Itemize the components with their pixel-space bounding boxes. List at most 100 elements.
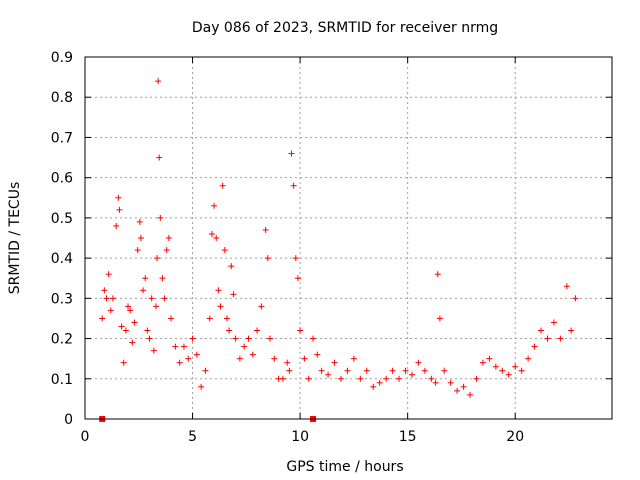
data-point: [428, 375, 435, 382]
data-point: [228, 263, 235, 270]
data-point: [137, 235, 144, 241]
data-point: [249, 351, 256, 358]
data-point: [146, 335, 153, 342]
data-point: [310, 335, 317, 342]
data-point: [116, 206, 123, 213]
data-point: [129, 339, 136, 346]
data-point: [479, 359, 486, 366]
data-point: [219, 182, 226, 189]
y-tick-label: 0.9: [51, 50, 73, 66]
data-point: [447, 379, 454, 386]
data-point: [572, 295, 579, 302]
data-point: [125, 303, 132, 310]
data-point: [305, 375, 312, 382]
data-point: [258, 303, 265, 310]
data-point: [198, 383, 205, 390]
data-point: [101, 287, 108, 294]
data-point: [370, 383, 377, 390]
data-point: [213, 235, 220, 241]
data-point: [286, 367, 293, 374]
data-point: [290, 182, 297, 189]
data-point: [107, 307, 114, 314]
data-point: [180, 343, 187, 350]
data-point: [525, 355, 532, 362]
data-point: [350, 355, 357, 362]
y-axis-label: SRMTID / TECUs: [7, 182, 23, 295]
data-point: [376, 379, 383, 386]
data-point: [152, 303, 159, 310]
data-point: [154, 255, 161, 262]
data-point: [245, 335, 252, 342]
data-point: [436, 315, 443, 322]
data-point: [505, 371, 512, 378]
data-point: [383, 375, 390, 382]
data-point: [140, 287, 147, 294]
data-point: [99, 315, 106, 322]
data-point: [236, 355, 243, 362]
data-point: [297, 327, 304, 334]
data-point: [161, 295, 168, 302]
data-point: [193, 351, 200, 358]
data-point: [264, 255, 271, 262]
data-point: [127, 307, 134, 314]
data-point: [148, 295, 155, 302]
data-point: [408, 371, 415, 378]
data-point: [150, 347, 157, 354]
data-point: [144, 327, 151, 334]
data-point: [118, 323, 125, 330]
data-point: [157, 214, 164, 221]
data-point: [550, 319, 557, 326]
data-point: [206, 315, 213, 322]
data-point: [168, 315, 175, 322]
data-point: [131, 319, 138, 326]
data-point: [563, 283, 570, 290]
data-point: [486, 355, 493, 362]
data-point: [185, 355, 192, 362]
grid-lines: [85, 57, 612, 419]
data-point: [189, 335, 196, 342]
data-point: [531, 343, 538, 350]
x-tick-label: 0: [81, 429, 90, 445]
data-point: [271, 355, 278, 362]
data-point: [279, 375, 286, 382]
y-tick-label: 0.4: [51, 251, 73, 267]
data-point: [202, 367, 209, 374]
data-point: [136, 218, 143, 225]
data-point: [156, 154, 163, 161]
y-tick-label: 0: [64, 412, 73, 428]
data-point: [301, 355, 308, 362]
data-point: [155, 78, 162, 85]
data-point: [432, 379, 439, 386]
x-tick-label: 20: [506, 429, 524, 445]
y-tick-label: 0.5: [51, 211, 73, 227]
data-point: [292, 255, 299, 262]
data-point: [492, 363, 499, 370]
data-point: [389, 367, 396, 374]
x-axis-label: GPS time / hours: [286, 459, 403, 475]
x-tick-label: 10: [291, 429, 309, 445]
data-point: [142, 275, 149, 282]
data-point: [115, 194, 122, 201]
data-point: [314, 351, 321, 358]
data-point: [241, 343, 248, 350]
x-tick-label: 15: [399, 429, 417, 445]
x-tick-label: 5: [188, 429, 197, 445]
y-tick-label: 0.8: [51, 90, 73, 106]
y-tick-label: 0.6: [51, 171, 73, 187]
data-point: [288, 150, 295, 157]
axis-ticks: 0 0.1 0.2 0.3 0.4 0.5 0.6 0.7 0.8 0.9 0 5 10 15 20: [51, 50, 612, 445]
data-point: [221, 247, 228, 254]
y-tick-label: 0.2: [51, 332, 73, 348]
data-point: [318, 367, 325, 374]
data-point: [344, 367, 351, 374]
data-point: [105, 271, 112, 278]
data-point: [460, 383, 467, 390]
data-point: [284, 359, 291, 366]
data-point: [120, 359, 127, 366]
data-point: [402, 367, 409, 374]
data-point: [232, 335, 239, 342]
data-point: [473, 375, 480, 382]
